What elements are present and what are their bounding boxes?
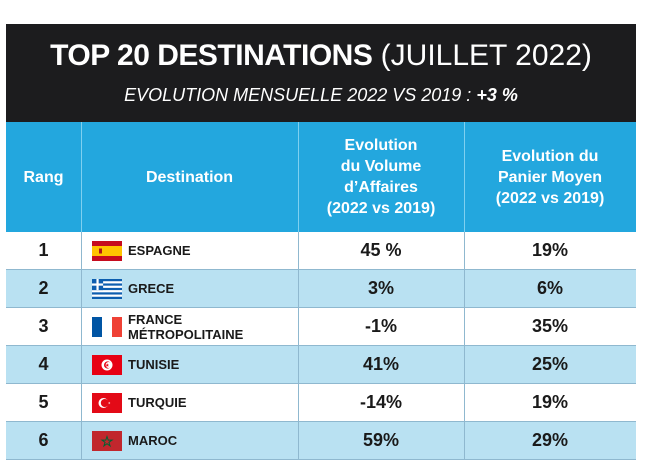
header-divider xyxy=(81,122,82,232)
column-divider xyxy=(464,422,465,460)
panier-cell: 19% xyxy=(531,240,569,260)
greece-flag-icon xyxy=(92,278,122,299)
volume-cell: 3% xyxy=(367,278,394,298)
header-volume-line: du Volume xyxy=(340,158,422,175)
tunisia-flag-icon xyxy=(92,354,122,375)
column-divider xyxy=(298,384,299,422)
spain-flag-icon xyxy=(92,240,122,261)
destination-cell: ESPAGNE xyxy=(86,232,298,269)
rank-cell: 2 xyxy=(38,278,49,298)
header-volume-line: (2022 vs 2019) xyxy=(326,200,436,217)
subtitle-value: +3 % xyxy=(476,85,518,105)
panier-cell: 19% xyxy=(531,392,569,412)
table-header: Rang Destination Evolution du Volume d’A… xyxy=(6,122,636,232)
column-divider xyxy=(81,308,82,346)
column-divider xyxy=(81,422,82,460)
column-divider xyxy=(298,232,299,270)
header-divider xyxy=(298,122,299,232)
header-rang: Rang xyxy=(23,168,64,186)
panier-cell: 29% xyxy=(531,430,569,450)
subtitle-text: EVOLUTION MENSUELLE 2022 VS 2019 : xyxy=(124,85,477,105)
france-flag-icon xyxy=(92,316,122,337)
rank-cell: 3 xyxy=(38,316,49,336)
header-divider xyxy=(464,122,465,232)
destination-cell: MAROC xyxy=(86,422,298,459)
destination-name: TURQUIE xyxy=(128,395,187,410)
table-row: 6 MAROC 59% 29% xyxy=(6,422,636,460)
volume-cell: 41% xyxy=(362,354,400,374)
destination-cell: TUNISIE xyxy=(86,346,298,383)
panier-cell: 6% xyxy=(536,278,563,298)
header-volume: Evolution du Volume d’Affaires (2022 vs … xyxy=(298,122,464,232)
destination-cell: TURQUIE xyxy=(86,384,298,421)
table-row: 2 GRECE 3% 6% xyxy=(6,270,636,308)
rank-cell: 1 xyxy=(38,240,49,260)
destination-name: GRECE xyxy=(128,281,175,296)
column-divider xyxy=(81,346,82,384)
header-volume-line: d’Affaires xyxy=(344,179,418,196)
panier-cell: 25% xyxy=(531,354,569,374)
column-divider xyxy=(464,308,465,346)
volume-cell: 45 % xyxy=(360,240,402,260)
destination-name: FRANCE MÉTROPOLITAINE xyxy=(128,311,244,342)
table-row: 4 TUNISIE 41% 25% xyxy=(6,346,636,384)
destination-name: MAROC xyxy=(128,433,178,448)
destination-cell: GRECE xyxy=(86,270,298,307)
column-divider xyxy=(298,422,299,460)
main-title-bold: TOP 20 DESTINATIONS xyxy=(50,39,373,72)
main-title-period: (JUILLET 2022) xyxy=(372,39,592,72)
destination-name: TUNISIE xyxy=(128,357,180,372)
header-panier: Evolution du Panier Moyen (2022 vs 2019) xyxy=(464,122,636,232)
main-title: TOP 20 DESTINATIONS (JUILLET 2022) xyxy=(6,38,636,74)
column-divider xyxy=(81,270,82,308)
table-row: 3 FRANCE MÉTROPOLITAINE -1% 35% xyxy=(6,308,636,346)
header-volume-line: Evolution xyxy=(344,137,418,154)
column-divider xyxy=(464,384,465,422)
morocco-flag-icon xyxy=(92,430,122,451)
panier-cell: 35% xyxy=(531,316,569,336)
title-band: TOP 20 DESTINATIONS (JUILLET 2022) EVOLU… xyxy=(6,24,636,122)
column-divider xyxy=(298,346,299,384)
header-destination: Destination xyxy=(145,168,234,186)
header-panier-line: (2022 vs 2019) xyxy=(495,189,605,207)
column-divider xyxy=(298,308,299,346)
column-divider xyxy=(464,232,465,270)
subtitle: EVOLUTION MENSUELLE 2022 VS 2019 : +3 % xyxy=(6,84,636,106)
column-divider xyxy=(81,232,82,270)
table-row: 1 ESPAGNE 45 % 19% xyxy=(6,232,636,270)
rank-cell: 4 xyxy=(38,354,49,374)
rank-cell: 5 xyxy=(38,392,49,412)
table-row: 5 TURQUIE -14% 19% xyxy=(6,384,636,422)
column-divider xyxy=(298,270,299,308)
destination-name: ESPAGNE xyxy=(128,243,191,258)
volume-cell: 59% xyxy=(362,430,400,450)
volume-cell: -14% xyxy=(359,392,403,412)
column-divider xyxy=(464,270,465,308)
column-divider xyxy=(464,346,465,384)
header-panier-line: Evolution du xyxy=(501,147,599,165)
column-divider xyxy=(81,384,82,422)
destination-cell: FRANCE MÉTROPOLITAINE xyxy=(86,308,298,345)
header-panier-line: Panier Moyen xyxy=(497,168,603,186)
volume-cell: -1% xyxy=(364,316,397,336)
rank-cell: 6 xyxy=(38,430,49,450)
turkey-flag-icon xyxy=(92,392,122,413)
